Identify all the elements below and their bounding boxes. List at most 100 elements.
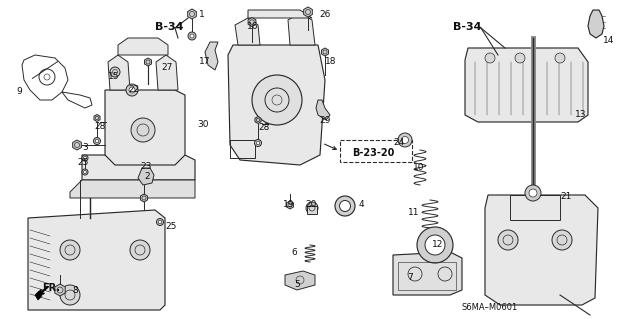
- Circle shape: [515, 53, 525, 63]
- Text: 25: 25: [77, 158, 88, 167]
- Circle shape: [498, 230, 518, 250]
- Polygon shape: [141, 194, 147, 202]
- Polygon shape: [303, 7, 312, 17]
- Polygon shape: [287, 201, 294, 209]
- Bar: [230, 140, 255, 158]
- Circle shape: [525, 185, 541, 201]
- Polygon shape: [228, 45, 325, 165]
- Polygon shape: [156, 55, 178, 90]
- Text: 12: 12: [432, 240, 444, 249]
- Polygon shape: [205, 42, 218, 70]
- Circle shape: [252, 75, 302, 125]
- Polygon shape: [28, 210, 165, 310]
- Polygon shape: [118, 38, 168, 55]
- Text: 29: 29: [319, 116, 330, 125]
- Circle shape: [83, 170, 86, 174]
- Polygon shape: [235, 18, 260, 45]
- Circle shape: [158, 220, 162, 224]
- Circle shape: [188, 32, 196, 40]
- Circle shape: [552, 230, 572, 250]
- Polygon shape: [248, 18, 256, 26]
- Circle shape: [110, 67, 120, 77]
- Polygon shape: [321, 48, 328, 56]
- Text: 11: 11: [408, 208, 419, 217]
- Circle shape: [130, 240, 150, 260]
- Text: 9: 9: [16, 87, 22, 96]
- Text: 20: 20: [305, 200, 316, 209]
- Circle shape: [95, 139, 99, 143]
- Polygon shape: [35, 291, 42, 300]
- Polygon shape: [588, 10, 604, 38]
- Bar: [398, 262, 456, 290]
- Polygon shape: [108, 55, 130, 90]
- Polygon shape: [316, 100, 330, 120]
- Text: 1: 1: [199, 10, 205, 19]
- Text: 14: 14: [603, 36, 614, 45]
- Circle shape: [256, 141, 260, 145]
- Circle shape: [131, 118, 155, 142]
- Circle shape: [398, 133, 412, 147]
- Text: 2: 2: [144, 172, 150, 181]
- Text: FR.: FR.: [42, 283, 60, 293]
- Circle shape: [485, 53, 495, 63]
- Text: 13: 13: [575, 110, 586, 119]
- Text: S6MA–M0601: S6MA–M0601: [462, 303, 518, 312]
- Circle shape: [339, 201, 351, 211]
- Circle shape: [417, 227, 453, 263]
- Polygon shape: [285, 271, 315, 290]
- Text: 15: 15: [108, 72, 120, 81]
- Text: 5: 5: [294, 280, 300, 289]
- Text: 30: 30: [197, 120, 209, 129]
- Text: 16: 16: [247, 22, 259, 31]
- Text: 3: 3: [82, 143, 88, 152]
- Text: B-23-20: B-23-20: [352, 148, 394, 158]
- Circle shape: [60, 285, 80, 305]
- Polygon shape: [70, 180, 195, 198]
- Text: 17: 17: [199, 57, 211, 66]
- Circle shape: [306, 202, 318, 214]
- Polygon shape: [138, 168, 154, 185]
- Circle shape: [157, 219, 163, 226]
- Circle shape: [82, 155, 88, 161]
- Text: 22: 22: [128, 85, 140, 94]
- Text: 28: 28: [258, 123, 269, 132]
- Polygon shape: [82, 155, 195, 180]
- Text: 18: 18: [325, 57, 337, 66]
- Polygon shape: [94, 115, 100, 122]
- Text: 28: 28: [94, 122, 106, 131]
- Polygon shape: [105, 90, 185, 165]
- Text: 23: 23: [140, 162, 152, 171]
- Text: 25: 25: [165, 222, 177, 231]
- Circle shape: [93, 137, 100, 145]
- Text: B-34: B-34: [453, 22, 481, 32]
- Polygon shape: [393, 252, 462, 295]
- Text: 6: 6: [291, 248, 297, 257]
- Circle shape: [401, 137, 408, 144]
- Circle shape: [83, 157, 86, 160]
- Circle shape: [129, 87, 135, 93]
- Text: B-34: B-34: [155, 22, 184, 32]
- Polygon shape: [55, 284, 65, 296]
- Polygon shape: [485, 195, 598, 305]
- Text: 27: 27: [161, 63, 172, 72]
- Polygon shape: [307, 206, 317, 214]
- Polygon shape: [73, 140, 81, 150]
- Circle shape: [60, 240, 80, 260]
- Text: 7: 7: [407, 273, 413, 282]
- Polygon shape: [465, 48, 588, 122]
- Polygon shape: [255, 116, 261, 123]
- Circle shape: [335, 196, 355, 216]
- Polygon shape: [288, 13, 315, 45]
- Circle shape: [255, 139, 262, 146]
- Circle shape: [529, 189, 537, 197]
- Circle shape: [190, 34, 194, 38]
- Text: 21: 21: [560, 192, 572, 201]
- Polygon shape: [188, 9, 196, 19]
- Circle shape: [126, 84, 138, 96]
- Polygon shape: [145, 58, 152, 66]
- Bar: [340, 140, 412, 162]
- Text: 19: 19: [283, 200, 294, 209]
- Polygon shape: [248, 10, 312, 18]
- Text: 4: 4: [359, 200, 365, 209]
- Text: 8: 8: [72, 286, 77, 295]
